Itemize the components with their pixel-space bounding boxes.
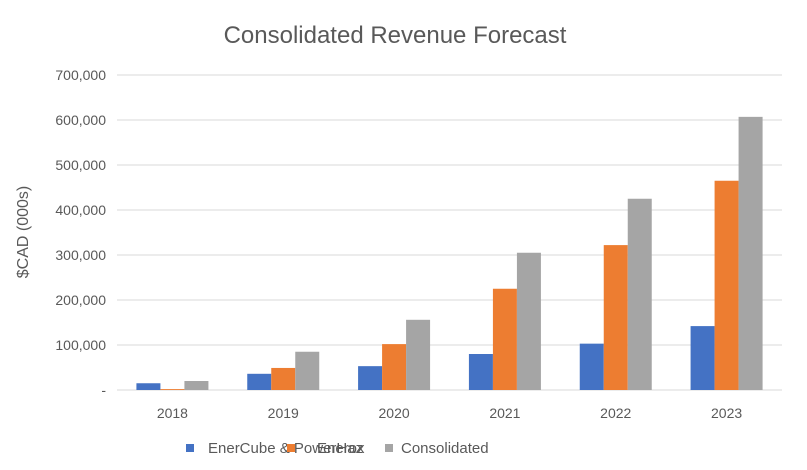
bar-consolidated-2019 — [295, 351, 320, 390]
y-tick-label: 600,000 — [55, 112, 106, 128]
bar-enerox-2023 — [714, 180, 739, 390]
bar-enerox-2018 — [160, 389, 185, 390]
bar-consolidated-2022 — [627, 198, 652, 390]
bar-consolidated-2023 — [738, 116, 763, 390]
x-tick-label: 2023 — [711, 405, 742, 421]
bar-enercube-powerhaz-2022 — [579, 343, 604, 390]
bar-enercube-powerhaz-2019 — [247, 373, 272, 390]
chart-title: Consolidated Revenue Forecast — [224, 22, 567, 49]
x-tick-label: 2019 — [268, 405, 299, 421]
x-tick-labels: 2018 2019 2020 2021 2022 2023 — [157, 405, 743, 421]
legend-swatch — [385, 444, 393, 452]
x-tick-label: 2022 — [600, 405, 631, 421]
y-tick-label: 100,000 — [55, 337, 106, 353]
bar-enerox-2022 — [603, 245, 628, 390]
bar-enercube-powerhaz-2020 — [358, 366, 383, 390]
y-tick-label: 400,000 — [55, 202, 106, 218]
y-tick-label: - — [101, 382, 106, 398]
gridlines — [117, 74, 782, 391]
bar-consolidated-2021 — [516, 252, 541, 390]
legend-swatch — [186, 444, 194, 452]
y-tick-label: 300,000 — [55, 247, 106, 263]
legend-label: Consolidated — [401, 440, 489, 457]
bar-enercube-powerhaz-2023 — [690, 326, 715, 390]
x-tick-label: 2021 — [489, 405, 520, 421]
y-tick-label: 700,000 — [55, 67, 106, 83]
legend-label: EnerCube & PowerHaz — [208, 440, 363, 457]
y-tick-label: 200,000 — [55, 292, 106, 308]
legend-label: Enerox — [317, 440, 365, 457]
bar-enercube-powerhaz-2018 — [136, 383, 161, 390]
bar-enerox-2019 — [271, 367, 296, 390]
bar-enerox-2020 — [382, 344, 407, 390]
x-tick-label: 2020 — [379, 405, 410, 421]
y-axis-label: $CAD (000s) — [15, 186, 32, 278]
bars — [136, 116, 763, 390]
x-tick-label: 2018 — [157, 405, 188, 421]
y-tick-labels: - 100,000 200,000 300,000 400,000 500,000 600,… — [55, 67, 106, 398]
bar-consolidated-2020 — [406, 319, 431, 390]
y-tick-label: 500,000 — [55, 157, 106, 173]
legend-swatch — [287, 444, 295, 452]
bar-enerox-2021 — [492, 288, 517, 390]
bar-consolidated-2018 — [184, 381, 209, 390]
bar-enercube-powerhaz-2021 — [468, 354, 493, 390]
